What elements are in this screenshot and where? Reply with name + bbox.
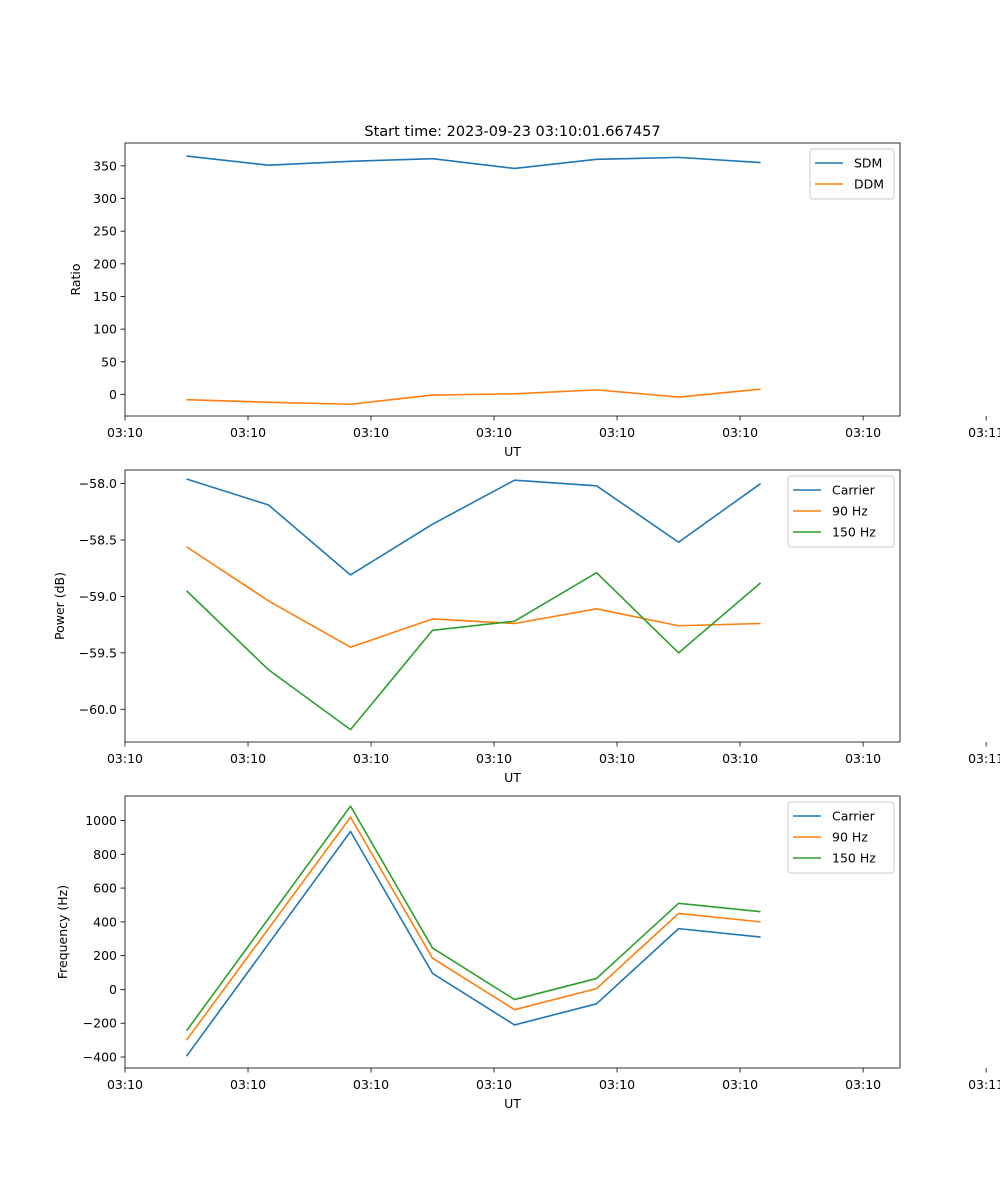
axes-frame bbox=[124, 142, 901, 417]
x-tick-label: 03:10 bbox=[845, 1077, 881, 1092]
y-tick-label: −59.5 bbox=[79, 645, 117, 660]
legend-box bbox=[787, 801, 895, 874]
y-axis-label: Ratio bbox=[68, 263, 83, 295]
legend-label: 150 Hz bbox=[832, 525, 876, 540]
x-tick-label: 03:10 bbox=[599, 1077, 635, 1092]
x-tick-label: 03:10 bbox=[230, 1077, 266, 1092]
y-tick-label: 150 bbox=[93, 289, 117, 304]
figure-title: Start time: 2023-09-23 03:10:01.667457 bbox=[364, 124, 660, 140]
x-tick-label: 03:10 bbox=[107, 1077, 143, 1092]
legend-box bbox=[787, 475, 895, 548]
legend: SDM DDM bbox=[809, 148, 895, 200]
y-tick-label: 200 bbox=[93, 948, 117, 963]
y-tick-label: 800 bbox=[93, 847, 117, 862]
chart-panel-2: 03:10 03:10 03:10 03:10 03:10 03:10 03:10 03:11… bbox=[52, 469, 1000, 785]
axes-frame bbox=[124, 469, 901, 743]
y-tick-label: 50 bbox=[101, 354, 117, 369]
y-tick-label: 600 bbox=[93, 881, 117, 896]
x-tick-label: 03:10 bbox=[107, 751, 143, 766]
x-axis-label: UT bbox=[504, 1096, 521, 1111]
legend: Carrier 90 Hz 150 Hz bbox=[787, 475, 895, 548]
x-tick-label: 03:10 bbox=[353, 425, 389, 440]
legend-label: 90 Hz bbox=[832, 830, 868, 845]
x-axis-label: UT bbox=[504, 770, 521, 785]
legend-label: DDM bbox=[854, 177, 884, 192]
y-tick-label: −59.0 bbox=[79, 589, 117, 604]
y-tick-label: 100 bbox=[93, 322, 117, 337]
x-tick-label: 03:10 bbox=[845, 751, 881, 766]
y-tick-label: 250 bbox=[93, 224, 117, 239]
x-tick-label: 03:10 bbox=[107, 425, 143, 440]
chart-panel-3: 03:10 03:10 03:10 03:10 03:10 03:10 03:10 03:11… bbox=[55, 795, 1000, 1111]
series-line-90-hz bbox=[185, 816, 761, 1041]
y-tick-label: 350 bbox=[93, 158, 117, 173]
x-tick-label: 03:10 bbox=[845, 425, 881, 440]
legend-label: 90 Hz bbox=[832, 504, 868, 519]
series-line-150-hz bbox=[185, 805, 761, 1032]
axes-frame bbox=[124, 795, 901, 1069]
legend-label: 150 Hz bbox=[832, 851, 876, 866]
series-line-carrier bbox=[186, 478, 762, 576]
series-line-150-hz bbox=[185, 571, 762, 731]
x-tick-label: 03:10 bbox=[722, 1077, 758, 1092]
x-tick-label: 03:10 bbox=[476, 425, 512, 440]
x-tick-label: 03:10 bbox=[599, 425, 635, 440]
x-tick-label: 03:10 bbox=[599, 751, 635, 766]
x-tick-label: 03:10 bbox=[476, 751, 512, 766]
y-tick-label: 0 bbox=[109, 982, 117, 997]
series-line-90-hz bbox=[186, 546, 761, 649]
x-tick-label: 03:11 bbox=[968, 1077, 1000, 1092]
y-axis-label: Power (dB) bbox=[52, 572, 67, 640]
series-line-carrier bbox=[185, 830, 761, 1057]
legend-label: Carrier bbox=[832, 809, 876, 824]
x-axis-label: UT bbox=[504, 444, 521, 459]
series-line-sdm bbox=[186, 155, 761, 170]
x-tick-label: 03:10 bbox=[722, 425, 758, 440]
series-line-ddm bbox=[186, 388, 761, 406]
x-tick-label: 03:10 bbox=[476, 1077, 512, 1092]
x-tick-label: 03:11 bbox=[968, 425, 1000, 440]
y-tick-label: 400 bbox=[93, 914, 117, 929]
y-tick-label: −60.0 bbox=[79, 702, 117, 717]
y-tick-label: −58.5 bbox=[79, 532, 117, 547]
chart-panels: 03:10 03:10 03:10 03:10 03:10 03:10 03:10 03:11… bbox=[52, 142, 1000, 1111]
legend-label: SDM bbox=[854, 156, 882, 171]
y-tick-label: 300 bbox=[93, 191, 117, 206]
legend-label: Carrier bbox=[832, 483, 876, 498]
y-axis-label: Frequency (Hz) bbox=[55, 885, 70, 979]
chart-panel-1: 03:10 03:10 03:10 03:10 03:10 03:10 03:10 03:11… bbox=[68, 142, 1000, 459]
x-tick-label: 03:10 bbox=[230, 425, 266, 440]
y-tick-label: 1000 bbox=[85, 813, 117, 828]
x-tick-label: 03:10 bbox=[230, 751, 266, 766]
x-tick-label: 03:10 bbox=[353, 1077, 389, 1092]
y-tick-label: 200 bbox=[93, 256, 117, 271]
legend: Carrier 90 Hz 150 Hz bbox=[787, 801, 895, 874]
x-tick-label: 03:10 bbox=[353, 751, 389, 766]
legend-box bbox=[809, 148, 895, 200]
x-tick-label: 03:11 bbox=[968, 751, 1000, 766]
y-tick-label: 0 bbox=[109, 387, 117, 402]
y-tick-label: −58.0 bbox=[79, 476, 117, 491]
y-tick-label: −400 bbox=[83, 1050, 117, 1065]
x-tick-label: 03:10 bbox=[722, 751, 758, 766]
y-tick-label: −200 bbox=[83, 1016, 117, 1031]
